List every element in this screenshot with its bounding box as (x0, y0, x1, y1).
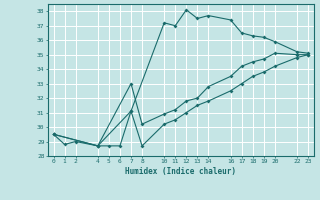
X-axis label: Humidex (Indice chaleur): Humidex (Indice chaleur) (125, 167, 236, 176)
